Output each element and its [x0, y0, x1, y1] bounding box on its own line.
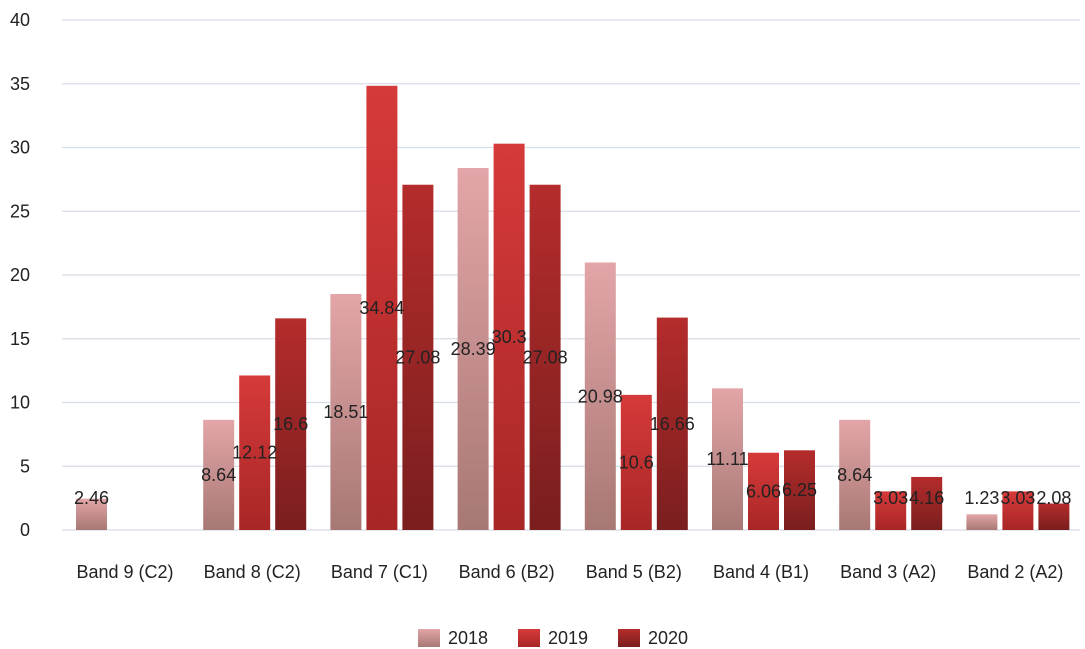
bar-2020-6: [911, 476, 943, 530]
y-tick-label: 20: [10, 265, 30, 285]
data-label-2019-5: 6.06: [746, 481, 781, 501]
y-tick-label: 25: [10, 201, 30, 221]
bar-2020-3: [529, 184, 561, 531]
bar-2019-5: [748, 452, 779, 530]
bar-2018-7: [966, 514, 998, 530]
y-tick-label: 35: [10, 74, 30, 94]
x-category-label: Band 5 (B2): [586, 562, 682, 582]
y-axis-ticks: 0 5 10 15 20 25 30 35 40: [10, 10, 30, 540]
data-label-2018-0: 2.46: [74, 488, 109, 508]
y-tick-label: 30: [10, 138, 30, 158]
bar-2018-4: [584, 262, 616, 530]
data-label-2020-6: 4.16: [909, 488, 944, 508]
y-tick-label: 10: [10, 393, 30, 413]
data-label-2019-1: 12.12: [232, 443, 277, 463]
data-label-2020-3: 27.08: [523, 347, 568, 367]
data-label-2018-5: 11.11: [706, 449, 748, 469]
legend-label-2018: 2018: [448, 628, 488, 648]
bar-2020-7: [1038, 503, 1070, 530]
y-tick-label: 15: [10, 329, 30, 349]
bars: [76, 85, 1070, 531]
x-category-label: Band 8 (C2): [204, 562, 301, 582]
legend-label-2020: 2020: [648, 628, 688, 648]
data-label-2019-2: 34.84: [359, 298, 404, 318]
bar-2020-4: [656, 317, 688, 530]
bar-2018-3: [457, 168, 489, 530]
bar-2018-2: [330, 293, 362, 530]
x-category-label: Band 3 (A2): [840, 562, 936, 582]
legend: 2018 2019 2020: [418, 628, 688, 648]
data-label-2020-7: 2.08: [1036, 488, 1071, 508]
bar-2019-2: [366, 85, 398, 530]
bar-2018-5: [712, 388, 743, 530]
y-tick-label: 0: [20, 520, 30, 540]
bar-2019-3: [493, 143, 525, 531]
bar-2019-6: [875, 491, 907, 530]
x-category-label: Band 2 (A2): [967, 562, 1063, 582]
x-axis-categories: Band 9 (C2) Band 8 (C2) Band 7 (C1) Band 6 …: [76, 562, 1063, 582]
bar-2019-1: [239, 375, 271, 530]
data-label-2018-2: 18.51: [323, 402, 368, 422]
data-label-2018-6: 8.64: [837, 465, 872, 485]
legend-swatch-2018: [418, 629, 440, 647]
data-label-2019-6: 3.03: [873, 488, 908, 508]
data-label-2018-4: 20.98: [578, 386, 623, 406]
bar-2018-6: [839, 419, 871, 530]
data-label-2020-1: 16.6: [273, 414, 308, 434]
x-category-label: Band 9 (C2): [76, 562, 173, 582]
bar-2020-5: [784, 450, 815, 530]
x-category-label: Band 7 (C1): [331, 562, 428, 582]
bar-2018-1: [203, 419, 235, 530]
x-category-label: Band 4 (B1): [713, 562, 809, 582]
legend-label-2019: 2019: [548, 628, 588, 648]
bar-2019-7: [1002, 491, 1034, 530]
data-label-2018-3: 28.39: [451, 339, 496, 359]
legend-swatch-2019: [518, 629, 540, 647]
x-category-label: Band 6 (B2): [459, 562, 555, 582]
data-label-2020-4: 16.66: [650, 414, 695, 434]
legend-swatch-2020: [618, 629, 640, 647]
data-label-2019-7: 3.03: [1000, 488, 1035, 508]
data-label-2019-4: 10.6: [619, 452, 654, 472]
bar-2018-0: [76, 498, 107, 530]
data-label-2018-7: 1.23: [964, 488, 999, 508]
y-tick-label: 40: [10, 10, 30, 30]
y-tick-label: 5: [20, 456, 30, 476]
data-label-2018-1: 8.64: [201, 465, 236, 485]
data-label-2020-2: 27.08: [395, 347, 440, 367]
data-label-2019-3: 30.3: [492, 327, 527, 347]
bar-2020-1: [275, 318, 307, 530]
bar-2019-4: [620, 394, 652, 530]
bar-2020-2: [402, 184, 434, 531]
data-label-2020-5: 6.25: [782, 480, 817, 500]
